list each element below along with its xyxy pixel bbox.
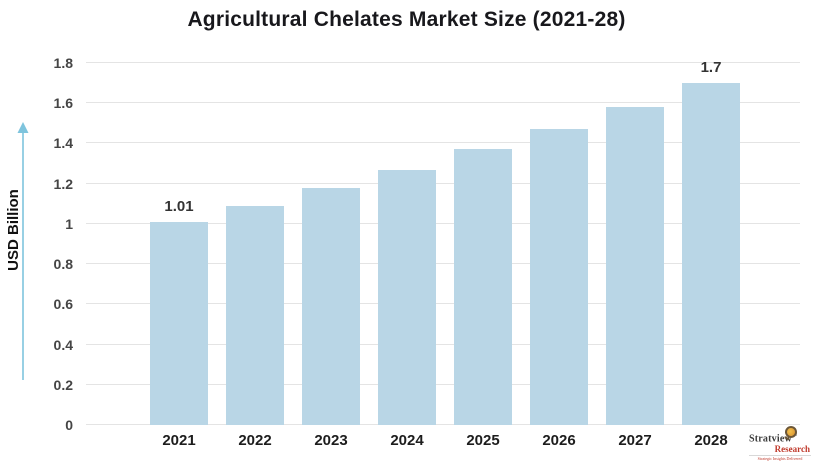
bar-value-label: 1.01: [164, 198, 194, 215]
logo-brand-text: Stratview™: [749, 424, 811, 444]
y-tick-label: 1.4: [53, 135, 73, 152]
bar-2022: [226, 206, 284, 425]
y-tick-label: 0.8: [53, 256, 73, 273]
bar-2027: [606, 107, 664, 425]
gridline: [86, 424, 800, 425]
bar-2023: [302, 188, 360, 425]
x-tick-label-2028: 2028: [694, 432, 728, 449]
gridline: [86, 182, 800, 184]
bar-2028: 1.7: [682, 59, 740, 425]
x-tick-label-2021: 2021: [162, 432, 196, 449]
gridline: [86, 62, 800, 63]
y-tick-label: 0.4: [53, 336, 73, 353]
y-tick-label: 0: [65, 417, 73, 433]
gridline: [86, 303, 800, 305]
x-tick-label-2027: 2027: [618, 432, 652, 449]
y-tick-label: 1.8: [53, 55, 73, 71]
chart-title: Agricultural Chelates Market Size (2021-…: [187, 8, 626, 31]
bar-2024: [378, 170, 436, 425]
x-tick-label-2026: 2026: [542, 432, 576, 449]
y-tick-label: 0.6: [53, 296, 73, 313]
logo-brand-word: Stratview: [749, 433, 792, 444]
logo-tagline: Strategic Insights Delivered: [749, 455, 811, 461]
logo-sub-brand: Research: [774, 444, 810, 454]
y-tick-label: 1.6: [53, 95, 73, 112]
y-axis-up-arrow-icon: [17, 122, 29, 380]
x-tick-label-2022: 2022: [238, 432, 272, 449]
y-tick-label: 0.2: [53, 376, 73, 393]
gridline: [86, 343, 800, 345]
gridline: [86, 142, 800, 144]
bar-value-label: 1.7: [700, 59, 722, 76]
y-tick-label: 1: [65, 215, 73, 232]
stratview-logo: Stratview™ Research Strategic Insights D…: [749, 424, 811, 461]
gridline: [86, 102, 800, 104]
x-tick-label-2023: 2023: [314, 432, 348, 449]
bar-2021: 1.01: [150, 198, 208, 425]
x-tick-label-2025: 2025: [466, 432, 500, 449]
y-tick-label: 1.2: [53, 175, 73, 192]
x-tick-label-2024: 2024: [390, 432, 424, 449]
bar-2025: [454, 149, 512, 425]
gridline: [86, 383, 800, 385]
gridline: [86, 222, 800, 224]
gridline: [86, 263, 800, 265]
plot-area: 0 0.2 0.4 0.6 0.8 1 1.2 1.4 1.6 1.8 1.01 1.7 2021 2…: [54, 56, 800, 449]
bar-2026: [530, 129, 588, 425]
